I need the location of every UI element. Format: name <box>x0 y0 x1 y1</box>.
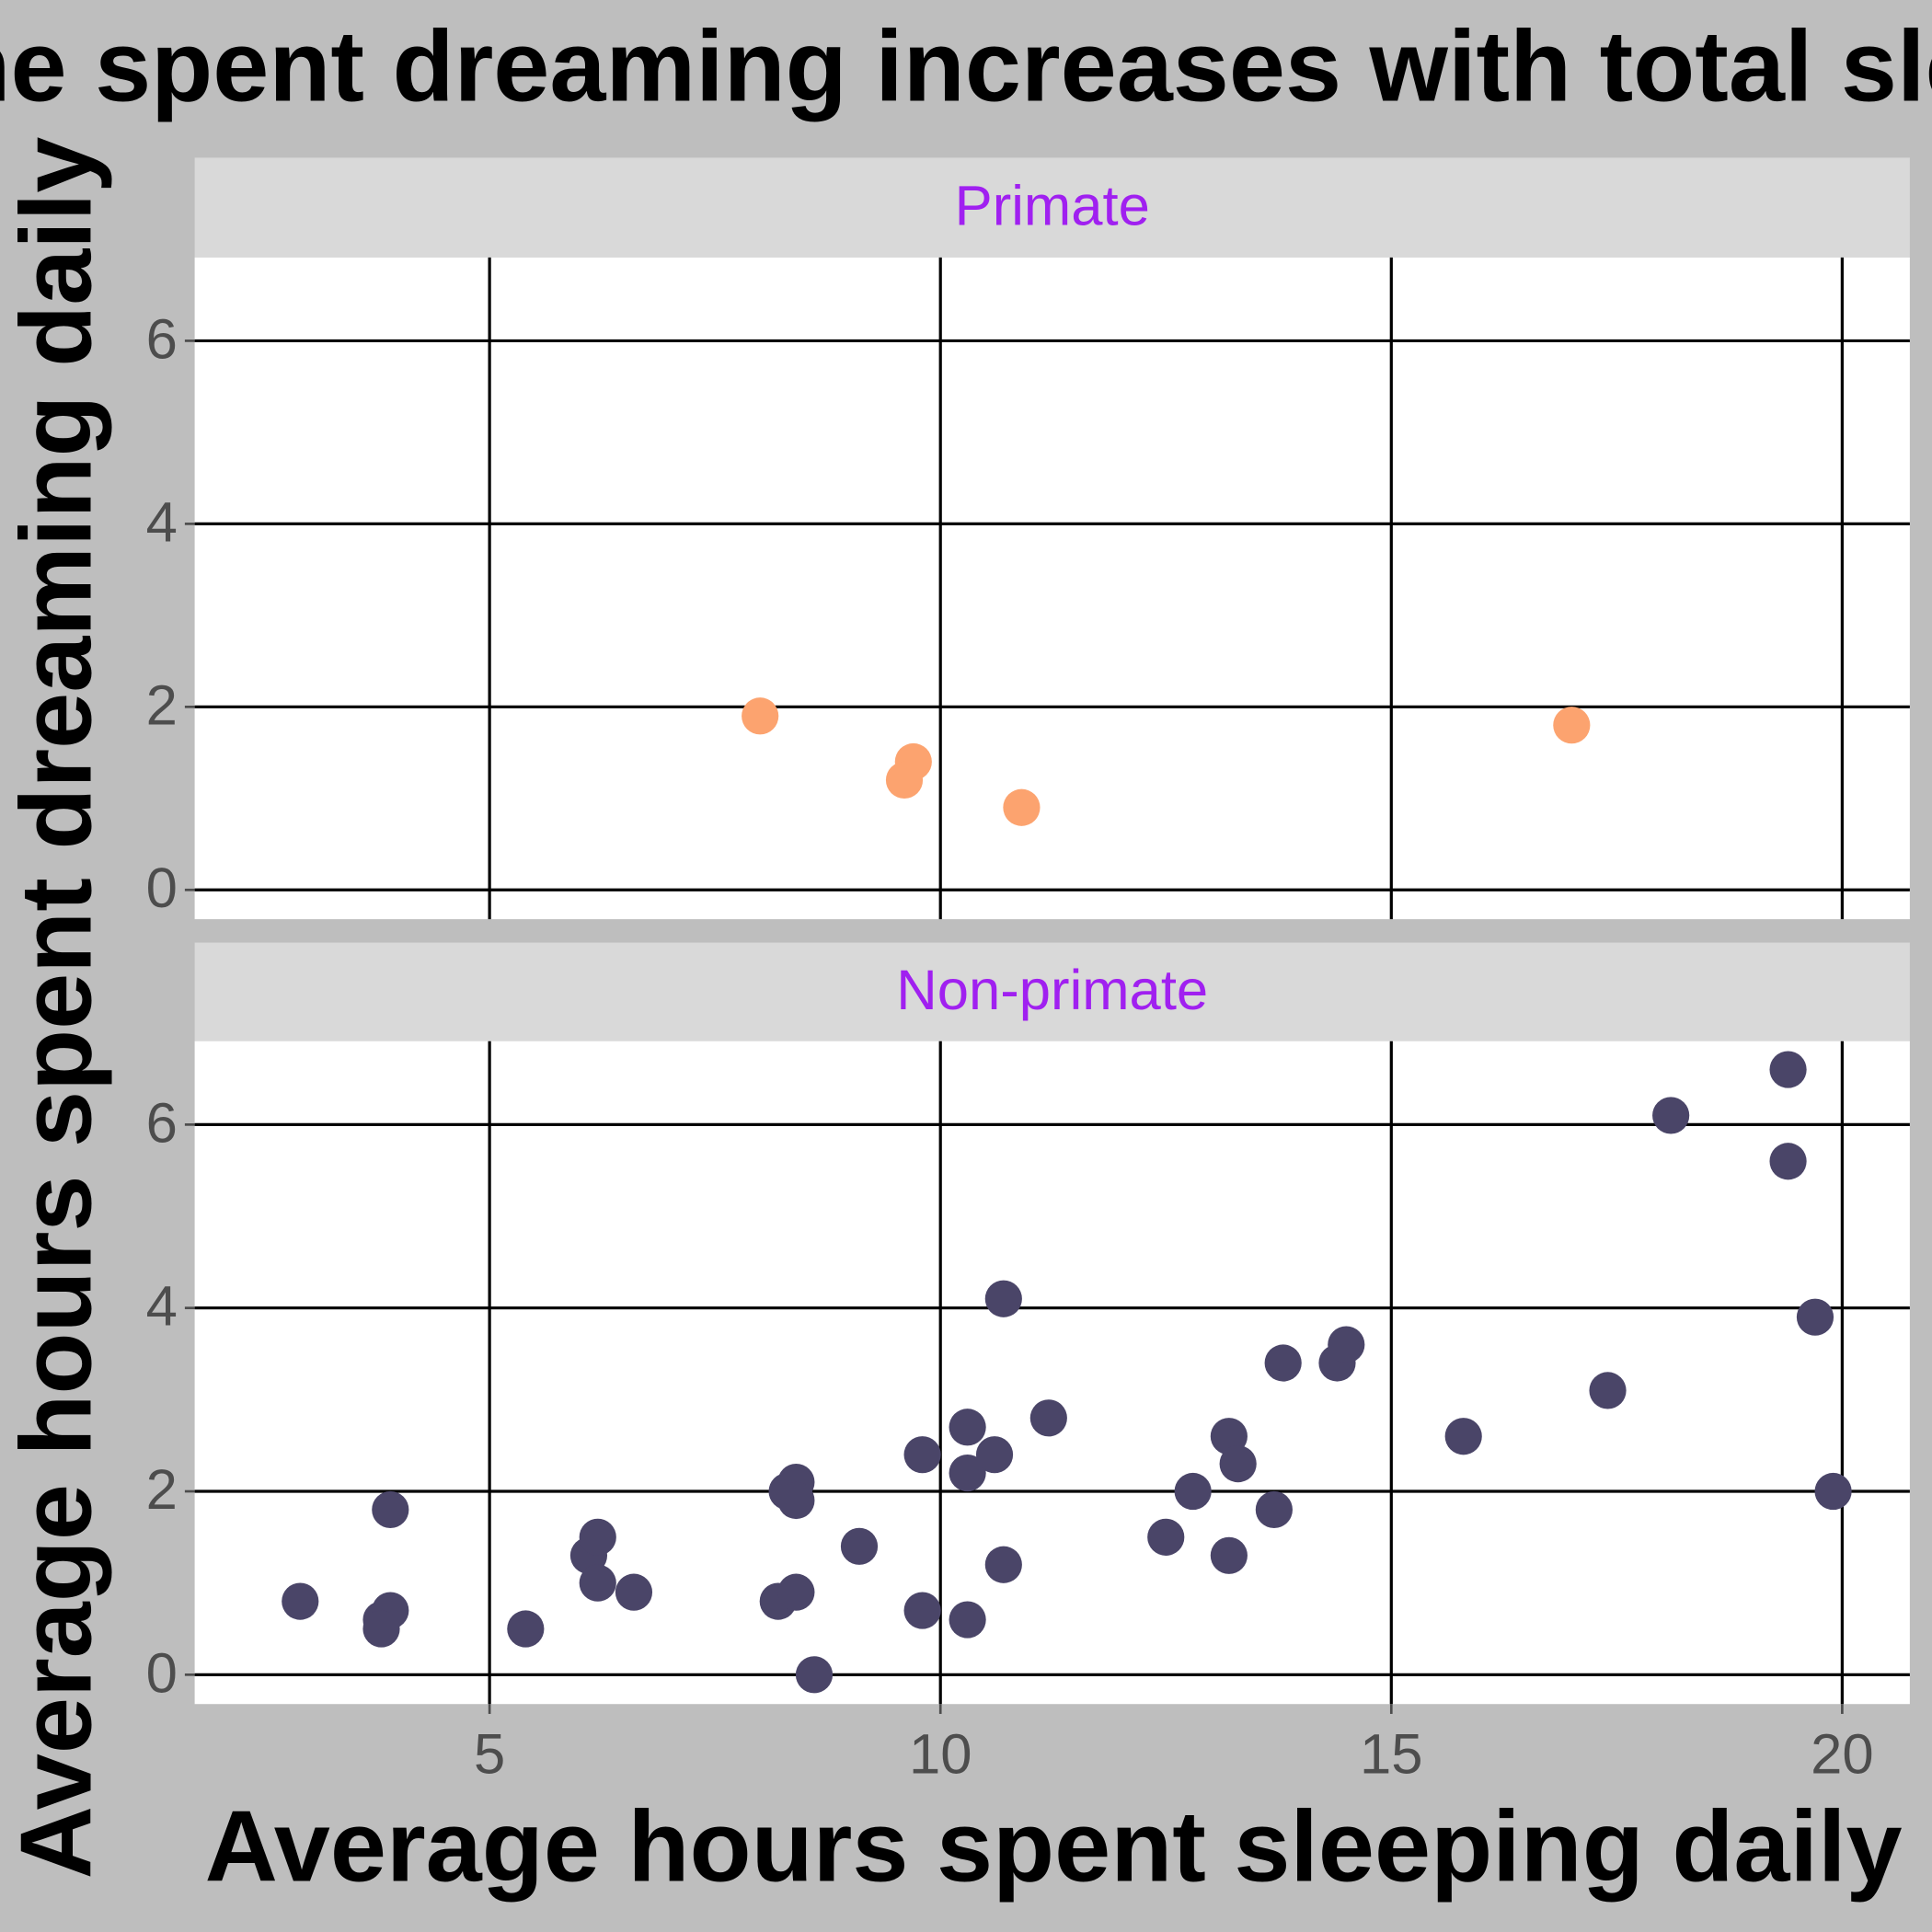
panel <box>194 257 1910 920</box>
point <box>885 761 924 799</box>
point <box>1553 707 1591 744</box>
point <box>579 1564 616 1602</box>
point <box>507 1610 545 1648</box>
point <box>1652 1097 1690 1134</box>
y-tick-label: 4 <box>146 1275 178 1339</box>
strip-label: Non-primate <box>896 959 1208 1022</box>
x-tick-label: 10 <box>909 1722 972 1786</box>
point <box>1219 1445 1257 1483</box>
point <box>1328 1326 1365 1363</box>
strip-label: Primate <box>955 175 1150 238</box>
point <box>840 1527 879 1565</box>
point <box>777 1481 815 1520</box>
y-axis-label: Average hours spent dreaming daily <box>1 137 113 1880</box>
y-tick-label: 2 <box>146 1458 178 1522</box>
point <box>984 1280 1022 1317</box>
point <box>1769 1051 1807 1088</box>
y-tick-label: 4 <box>146 490 178 554</box>
panel <box>194 1041 1910 1705</box>
point <box>1147 1518 1185 1556</box>
point <box>1769 1143 1807 1180</box>
point <box>1796 1298 1834 1336</box>
y-tick-label: 0 <box>146 857 178 920</box>
point <box>579 1518 616 1556</box>
point <box>984 1546 1022 1583</box>
point <box>1814 1472 1852 1511</box>
point <box>742 697 779 735</box>
point <box>1174 1472 1212 1511</box>
point <box>282 1582 319 1620</box>
point <box>1264 1344 1302 1382</box>
point <box>1255 1490 1293 1529</box>
point <box>1589 1372 1627 1409</box>
point <box>615 1573 653 1611</box>
point <box>372 1490 409 1529</box>
point <box>1029 1399 1067 1437</box>
point <box>795 1656 834 1694</box>
y-tick-label: 6 <box>146 307 178 371</box>
point <box>903 1592 941 1629</box>
point <box>975 1436 1014 1474</box>
point <box>949 1409 986 1446</box>
chart-title: Time spent dreaming increases with total… <box>0 10 1932 122</box>
point <box>362 1610 400 1648</box>
x-tick-label: 5 <box>474 1722 505 1786</box>
strip <box>194 157 1910 258</box>
strip <box>194 942 1910 1041</box>
y-tick-label: 6 <box>146 1091 178 1155</box>
x-axis-label: Average hours spent sleeping daily <box>205 1791 1903 1903</box>
y-tick-label: 0 <box>146 1641 178 1705</box>
x-tick-label: 15 <box>1360 1722 1423 1786</box>
point <box>1444 1418 1482 1455</box>
x-tick-label: 20 <box>1811 1722 1874 1786</box>
point <box>777 1573 815 1611</box>
point <box>1003 788 1041 826</box>
point <box>949 1601 986 1639</box>
point <box>949 1455 986 1492</box>
point <box>1210 1536 1248 1574</box>
y-tick-label: 2 <box>146 673 178 737</box>
point <box>903 1436 941 1474</box>
